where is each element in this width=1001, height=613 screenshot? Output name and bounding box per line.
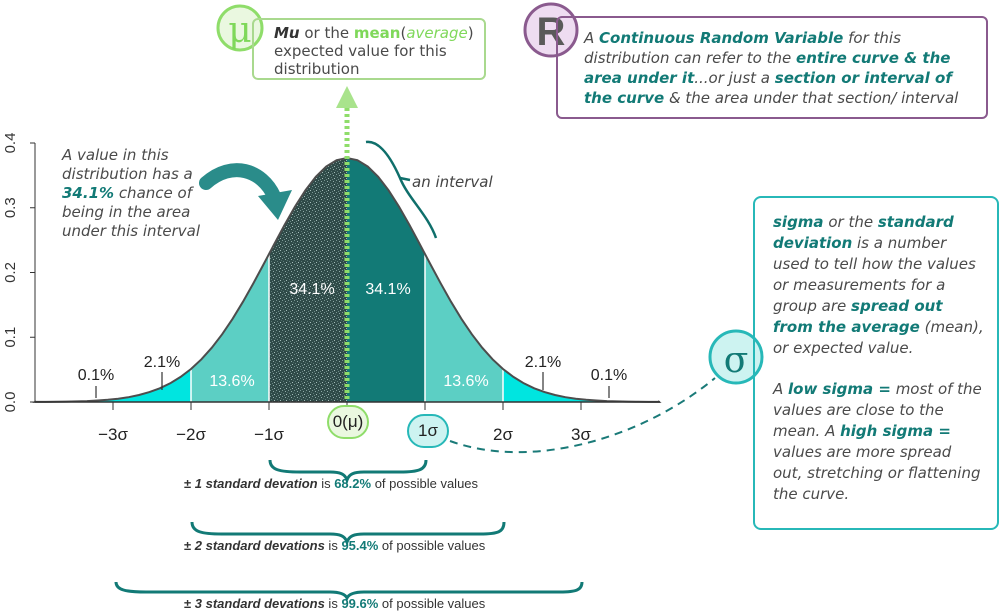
sigma-symbol: σ bbox=[724, 340, 749, 381]
curved-arrow-head bbox=[258, 190, 292, 220]
sigma-bold-3: spread out from the average bbox=[773, 297, 943, 336]
sigma-circle-icon bbox=[708, 329, 764, 385]
region-tail-left bbox=[35, 369, 191, 402]
r-bold-2: entire curve & the area under it bbox=[584, 49, 951, 87]
curved-arrow-body bbox=[199, 163, 281, 203]
end-2: of possible values bbox=[378, 538, 486, 553]
sigma-para-2: A low sigma = most of the values are clo… bbox=[773, 379, 985, 505]
region-tail-right bbox=[503, 369, 659, 402]
is-1: is bbox=[317, 476, 335, 491]
pct-68: 68.2% bbox=[334, 476, 372, 491]
x-tick-label: −2σ bbox=[176, 425, 206, 444]
sigma-text-4: A bbox=[773, 380, 789, 398]
x-ticks: −3σ −2σ −1σ 2σ 3σ bbox=[98, 402, 591, 444]
sd-1-text: 1 standard devation bbox=[194, 476, 318, 491]
mu-symbol: μ bbox=[228, 10, 251, 51]
sigma-bold-2: standard deviation bbox=[773, 213, 954, 252]
is-3: is bbox=[324, 596, 342, 611]
sigma-bold-5: high sigma = bbox=[840, 422, 951, 440]
r-bold-1: Continuous Random Variable bbox=[599, 29, 844, 47]
mean-word: mean bbox=[353, 24, 401, 42]
sigma-text-2: is a number used to tell how the values … bbox=[773, 234, 976, 315]
region-mean-plus1 bbox=[347, 158, 425, 402]
end-1: of possible values bbox=[371, 476, 479, 491]
x-tick-label: −3σ bbox=[98, 425, 128, 444]
probability-note: A value in this distribution has a 34.1%… bbox=[62, 146, 222, 241]
sigma-definition-box: sigma or the standard deviation is a num… bbox=[753, 196, 999, 530]
interval-bracket-tip bbox=[399, 176, 411, 182]
x-tick-1sigma-bubble: 1σ bbox=[407, 414, 449, 448]
r-text-3: ...or just a bbox=[694, 69, 775, 87]
pct-01-left: 0.1% bbox=[78, 367, 114, 384]
sigma-text-1: or the bbox=[823, 213, 878, 231]
sigma-para-1: sigma or the standard deviation is a num… bbox=[773, 212, 985, 359]
pm-3: ± bbox=[184, 596, 192, 611]
brace-2sd bbox=[190, 521, 506, 547]
r-bold-3: section or interval of the curve bbox=[584, 69, 952, 107]
y-tick-label: 0.2 bbox=[2, 262, 19, 283]
region-separators bbox=[190, 254, 504, 402]
pct-21-left: 2.1% bbox=[144, 354, 180, 371]
sigma-bold-1: sigma bbox=[773, 213, 824, 231]
y-tick-label: 0.3 bbox=[2, 197, 19, 218]
r-text-1: A bbox=[584, 29, 600, 47]
sigma-text-3: (mean), or expected value. bbox=[773, 318, 984, 357]
y-tick-label: 0.4 bbox=[2, 133, 19, 154]
r-text-4: & the area under that section/ interval bbox=[664, 89, 959, 107]
mu-open-paren: ( bbox=[400, 24, 407, 42]
average-word: average bbox=[406, 24, 468, 42]
x-tick-label: 2σ bbox=[493, 425, 513, 444]
note-text-1: A value in this distribution has a bbox=[62, 146, 193, 183]
pct-954: 95.4% bbox=[341, 538, 379, 553]
mu-close-paren: ) bbox=[467, 24, 474, 42]
an-interval-label: an interval bbox=[412, 173, 493, 191]
sd-2-text: 2 standard devations bbox=[194, 538, 325, 553]
sd-3-text: 3 standard devations bbox=[194, 596, 325, 611]
note-text-2: chance of being in the area under this i… bbox=[62, 184, 201, 240]
brace-label-1sd: ± 1 standard devation is 68.2% of possib… bbox=[184, 476, 478, 491]
r-text-2: for this distribution can refer to the bbox=[584, 29, 901, 67]
brace-label-3sd: ± 3 standard devations is 99.6% of possi… bbox=[184, 596, 485, 611]
brace-3sd bbox=[114, 581, 584, 602]
pct-34-left: 34.1% bbox=[289, 281, 334, 298]
x-tick-1sigma-label: 1σ bbox=[418, 421, 438, 440]
pct-01-right: 0.1% bbox=[591, 367, 627, 384]
x-tick-mean-label: 0(μ) bbox=[332, 412, 364, 431]
mu-definition-box: Mu or the mean(average) expected value f… bbox=[252, 18, 486, 80]
mu-or-the: or the bbox=[299, 24, 354, 42]
mean-arrowhead bbox=[336, 86, 358, 108]
brace-1sd bbox=[268, 459, 428, 485]
y-tick-label: 0.1 bbox=[2, 327, 19, 348]
x-tick-label: −1σ bbox=[254, 425, 284, 444]
y-ticks: 0.0 0.1 0.2 0.3 0.4 bbox=[2, 133, 35, 413]
y-tick-label: 0.0 bbox=[2, 392, 19, 413]
pct-34-right: 34.1% bbox=[365, 281, 410, 298]
pct-136-left: 13.6% bbox=[209, 373, 254, 390]
note-bold-1: 34.1% bbox=[62, 184, 115, 202]
is-2: is bbox=[324, 538, 342, 553]
mu-circle-icon bbox=[216, 4, 264, 52]
mu-rest: expected value for this distribution bbox=[274, 42, 447, 78]
pct-21-right: 2.1% bbox=[525, 354, 561, 371]
pct-136-right: 13.6% bbox=[443, 373, 488, 390]
random-variable-box: A Continuous Random Variable for this di… bbox=[556, 16, 988, 119]
sigma-dashed-connector bbox=[449, 377, 716, 454]
x-tick-label: 3σ bbox=[571, 425, 591, 444]
sigma-bold-4: low sigma = bbox=[788, 380, 891, 398]
pct-996: 99.6% bbox=[341, 596, 379, 611]
mu-word: Mu bbox=[274, 24, 300, 42]
sigma-text-5: most of the values are close to the mean… bbox=[773, 380, 982, 440]
pm-2: ± bbox=[184, 538, 192, 553]
pm-1: ± bbox=[184, 476, 192, 491]
end-3: of possible values bbox=[378, 596, 486, 611]
sigma-text-6: values are more spread out, stretching o… bbox=[773, 443, 981, 503]
brace-label-2sd: ± 2 standard devations is 95.4% of possi… bbox=[184, 538, 485, 553]
x-tick-mean-bubble: 0(μ) bbox=[327, 405, 369, 439]
